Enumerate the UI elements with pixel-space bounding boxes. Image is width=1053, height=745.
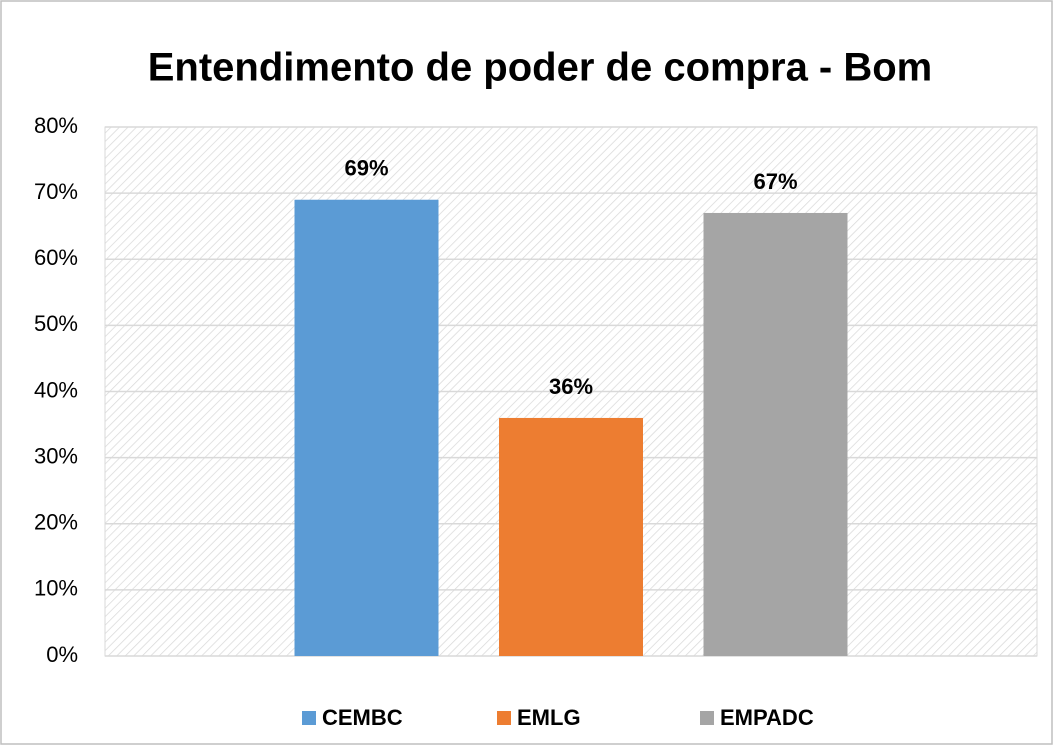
legend-swatch (700, 711, 714, 725)
legend-label: EMLG (517, 705, 581, 730)
y-tick-label: 80% (34, 113, 78, 138)
legend-label: CEMBC (322, 705, 403, 730)
legend-label: EMPADC (720, 705, 814, 730)
y-tick-label: 60% (34, 245, 78, 270)
bar (499, 417, 643, 656)
legend-swatch (302, 711, 316, 725)
legend-swatch (497, 711, 511, 725)
data-label: 67% (753, 169, 797, 194)
y-tick-label: 70% (34, 179, 78, 204)
y-tick-label: 30% (34, 443, 78, 468)
data-label: 36% (549, 374, 593, 399)
y-tick-label: 50% (34, 311, 78, 336)
data-label: 69% (344, 156, 388, 181)
y-tick-label: 40% (34, 377, 78, 402)
y-tick-label: 10% (34, 576, 78, 601)
y-tick-label: 20% (34, 510, 78, 535)
bar (294, 199, 439, 657)
bar (703, 212, 848, 656)
y-tick-label: 0% (46, 642, 78, 667)
chart-title: Entendimento de poder de compra - Bom (148, 46, 933, 90)
